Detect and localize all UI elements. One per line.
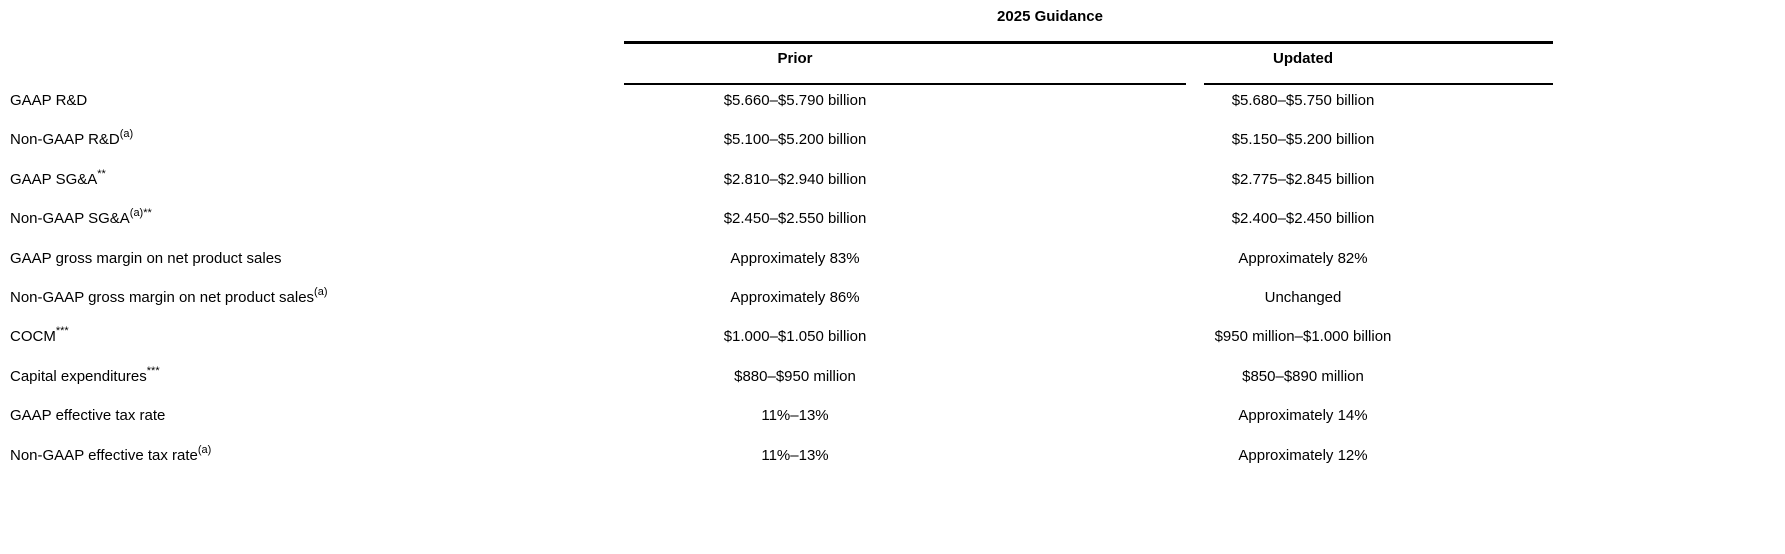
table-row: Capital expenditures*** $880–$950 millio… bbox=[0, 364, 1785, 389]
updated-column-header: Updated bbox=[1273, 50, 1333, 67]
prior-value: $2.450–$2.550 billion bbox=[723, 210, 867, 228]
row-label: Non-GAAP gross margin on net product sal… bbox=[10, 286, 328, 308]
row-footnote-marker: *** bbox=[55, 325, 69, 338]
table-row: COCM*** $1.000–$1.050 billion $950 milli… bbox=[0, 325, 1785, 349]
row-label-text: Non-GAAP R&D bbox=[10, 131, 120, 149]
updated-value: $5.150–$5.200 billion bbox=[1231, 131, 1375, 149]
row-label: Capital expenditures*** bbox=[10, 364, 160, 387]
table-row: GAAP effective tax rate 11%–13% Approxim… bbox=[0, 406, 1785, 428]
prior-value: $5.660–$5.790 billion bbox=[723, 92, 867, 109]
table-row: Non-GAAP R&D(a) $5.100–$5.200 billion $5… bbox=[0, 128, 1785, 152]
table-row: Non-GAAP SG&A(a)** $2.450–$2.550 billion… bbox=[0, 207, 1785, 231]
row-label: Non-GAAP SG&A(a)** bbox=[10, 207, 152, 229]
prior-value: 11%–13% bbox=[761, 407, 829, 425]
prior-value: Approximately 86% bbox=[730, 289, 860, 306]
updated-value: Approximately 14% bbox=[1238, 407, 1368, 425]
updated-value: Approximately 12% bbox=[1238, 446, 1368, 464]
table-row: Non-GAAP effective tax rate(a) 11%–13% A… bbox=[0, 443, 1785, 468]
updated-value: $5.680–$5.750 billion bbox=[1231, 92, 1375, 109]
prior-value: $5.100–$5.200 billion bbox=[723, 131, 867, 149]
prior-value: $880–$950 million bbox=[734, 367, 856, 385]
prior-column-header: Prior bbox=[777, 50, 813, 67]
row-label: COCM*** bbox=[10, 325, 69, 347]
prior-value: $2.810–$2.940 billion bbox=[723, 170, 867, 188]
row-footnote-marker: (a) bbox=[119, 128, 134, 141]
prior-column-underline bbox=[624, 83, 1186, 85]
updated-value: $950 million–$1.000 billion bbox=[1214, 328, 1392, 346]
row-footnote-marker: (a) bbox=[197, 443, 212, 456]
updated-value: Approximately 82% bbox=[1238, 249, 1368, 267]
prior-value: $1.000–$1.050 billion bbox=[723, 328, 867, 346]
row-footnote-marker: (a)** bbox=[129, 207, 152, 220]
row-label-text: GAAP R&D bbox=[10, 92, 88, 109]
row-label: Non-GAAP R&D(a) bbox=[10, 128, 134, 150]
table-row: GAAP R&D $5.660–$5.790 billion $5.680–$5… bbox=[0, 91, 1785, 113]
row-label-text: Capital expenditures bbox=[10, 367, 147, 385]
row-label-text: GAAP SG&A bbox=[10, 170, 98, 188]
row-label: GAAP gross margin on net product sales bbox=[10, 249, 282, 269]
row-label-text: Non-GAAP effective tax rate bbox=[10, 446, 198, 464]
table-row: Non-GAAP gross margin on net product sal… bbox=[0, 286, 1785, 310]
table-row: GAAP gross margin on net product sales A… bbox=[0, 249, 1785, 271]
row-label-text: COCM bbox=[10, 328, 56, 346]
row-label: GAAP R&D bbox=[10, 91, 87, 111]
guidance-header-rule bbox=[624, 41, 1553, 44]
row-label: GAAP SG&A** bbox=[10, 167, 106, 190]
prior-value: 11%–13% bbox=[761, 446, 829, 464]
row-label-text: GAAP gross margin on net product sales bbox=[10, 249, 282, 267]
row-label-text: Non-GAAP gross margin on net product sal… bbox=[10, 289, 315, 306]
row-label-text: Non-GAAP SG&A bbox=[10, 210, 130, 228]
updated-column-underline bbox=[1204, 83, 1553, 85]
row-label-text: GAAP effective tax rate bbox=[10, 407, 166, 425]
updated-value: $2.400–$2.450 billion bbox=[1231, 210, 1375, 228]
row-footnote-marker: ** bbox=[97, 167, 106, 180]
row-label: Non-GAAP effective tax rate(a) bbox=[10, 443, 212, 466]
table-row: GAAP SG&A** $2.810–$2.940 billion $2.775… bbox=[0, 167, 1785, 192]
updated-value: $850–$890 million bbox=[1242, 367, 1364, 385]
row-label: GAAP effective tax rate bbox=[10, 406, 165, 426]
prior-value: Approximately 83% bbox=[730, 249, 860, 267]
updated-value: $2.775–$2.845 billion bbox=[1231, 170, 1375, 188]
row-footnote-marker: (a) bbox=[314, 286, 328, 298]
table-title: 2025 Guidance bbox=[997, 8, 1103, 25]
row-footnote-marker: *** bbox=[146, 364, 160, 377]
updated-value: Unchanged bbox=[1264, 289, 1342, 306]
